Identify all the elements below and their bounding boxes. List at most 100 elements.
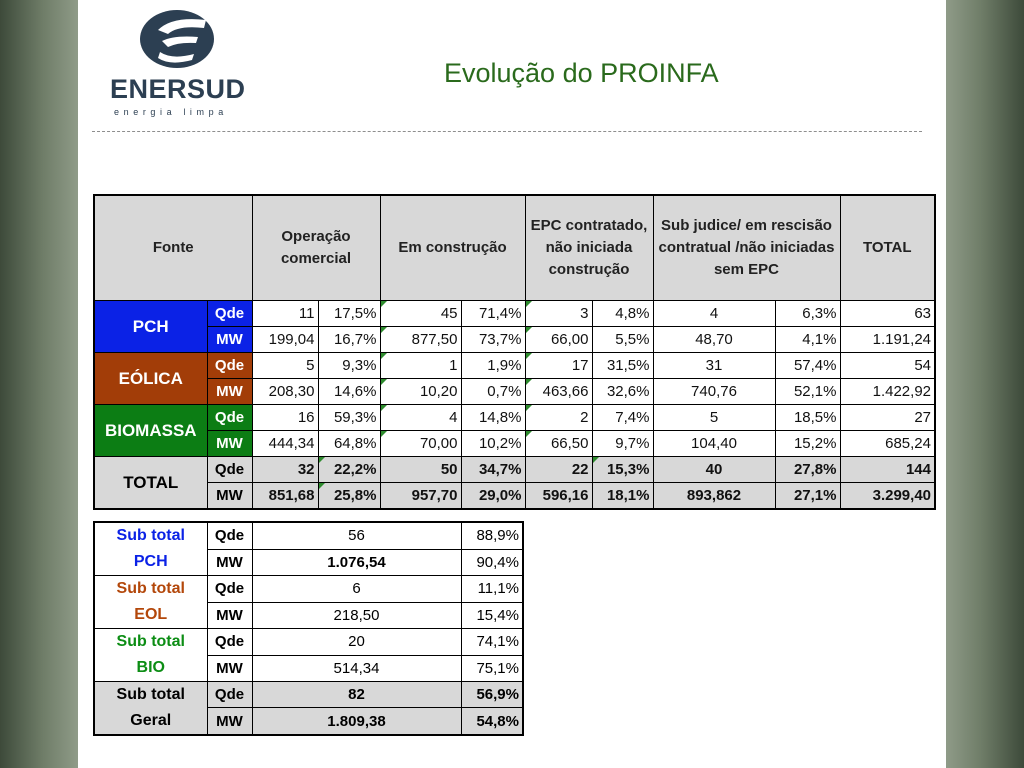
unit-mw: MW: [206, 548, 253, 576]
subtotal-label-bio: Sub total BIO: [93, 628, 208, 682]
cell: 1.191,24: [839, 326, 936, 353]
subtotal-label-line2: BIO: [136, 659, 165, 676]
subtotal-label-line1: Sub total: [116, 527, 185, 544]
table-row: MW 444,34 64,8% 70,00 10,2% 66,50 9,7% 1…: [94, 430, 936, 457]
cell: 70,00: [379, 430, 462, 457]
cell: 56: [251, 521, 462, 550]
unit-mw: MW: [206, 430, 253, 457]
unit-mw: MW: [206, 601, 253, 629]
subtotal-label-line1: Sub total: [116, 580, 185, 597]
source-label-eolica: EÓLICA: [93, 352, 208, 405]
cell: 514,34: [251, 654, 462, 682]
cell: 54,8%: [460, 707, 524, 736]
header-total: TOTAL: [839, 194, 936, 301]
cell: 17: [524, 352, 593, 379]
cell: 32,6%: [591, 378, 654, 405]
cell: 14,8%: [460, 404, 526, 431]
cell: 56,9%: [460, 680, 524, 709]
unit-qde: Qde: [206, 628, 253, 656]
cell: 5: [251, 352, 319, 379]
unit-mw: MW: [206, 482, 253, 510]
unit-qde: Qde: [206, 680, 253, 709]
subtotal-label-pch: Sub total PCH: [93, 521, 208, 576]
cell: 64,8%: [317, 430, 381, 457]
enersud-logo: ENERSUD energia limpa: [108, 8, 248, 120]
source-label-total: TOTAL: [93, 456, 208, 510]
subtotal-label-line1: Sub total: [116, 633, 185, 650]
cell: 66,00: [524, 326, 593, 353]
enersud-swoosh-icon: [140, 10, 214, 68]
cell: 3.299,40: [839, 482, 936, 510]
cell: 851,68: [251, 482, 319, 510]
cell: 34,7%: [460, 456, 526, 483]
cell: 22,2%: [317, 456, 381, 483]
cell: 4,1%: [774, 326, 841, 353]
cell: 17,5%: [317, 300, 381, 327]
unit-qde: Qde: [206, 300, 253, 327]
cell: 11,1%: [460, 575, 524, 603]
cell: 29,0%: [460, 482, 526, 510]
table-row: EÓLICA Qde 5 9,3% 1 1,9% 17 31,5% 31 57,…: [93, 352, 936, 405]
cell: 5: [652, 404, 776, 431]
header-fonte: Fonte: [93, 194, 253, 301]
cell: 104,40: [652, 430, 776, 457]
cell: 82: [251, 680, 462, 709]
cell: 90,4%: [460, 548, 524, 576]
unit-qde: Qde: [206, 352, 253, 379]
cell: 0,7%: [460, 378, 526, 405]
cell: 596,16: [524, 482, 593, 510]
cell: 4: [379, 404, 462, 431]
cell: 740,76: [652, 378, 776, 405]
logo-tagline: energia limpa: [114, 107, 228, 117]
cell: 18,5%: [774, 404, 841, 431]
cell: 32: [251, 456, 319, 483]
cell: 7,4%: [591, 404, 654, 431]
cell: 20: [251, 628, 462, 656]
cell: 444,34: [251, 430, 319, 457]
cell: 15,3%: [591, 456, 654, 483]
table-row: MW 218,50 15,4%: [94, 601, 524, 629]
table-row: MW 1.809,38 54,8%: [94, 707, 524, 736]
cell: 10,20: [379, 378, 462, 405]
unit-qde: Qde: [206, 456, 253, 483]
subtotal-label-eol: Sub total EOL: [93, 575, 208, 629]
cell: 4: [652, 300, 776, 327]
table-row: MW 199,04 16,7% 877,50 73,7% 66,00 5,5% …: [94, 326, 936, 353]
cell: 66,50: [524, 430, 593, 457]
table-row: MW 208,30 14,6% 10,20 0,7% 463,66 32,6% …: [94, 378, 936, 405]
cell: 9,3%: [317, 352, 381, 379]
table-row: TOTAL Qde 32 22,2% 50 34,7% 22 15,3% 40 …: [93, 456, 936, 510]
cell: 40: [652, 456, 776, 483]
cell: 31,5%: [591, 352, 654, 379]
cell: 1.809,38: [251, 707, 462, 736]
cell: 1.076,54: [251, 548, 462, 576]
subtotal-table: Sub total PCH Qde 56 88,9% MW 1.076,54 9…: [93, 521, 524, 736]
cell: 218,50: [251, 601, 462, 629]
unit-mw: MW: [206, 707, 253, 736]
subtotal-label-line2: PCH: [133, 553, 168, 570]
cell: 957,70: [379, 482, 462, 510]
table-row: Sub total EOL Qde 6 11,1%: [93, 575, 524, 629]
cell: 27: [839, 404, 936, 431]
cell: 2: [524, 404, 593, 431]
unit-mw: MW: [206, 326, 253, 353]
cell: 144: [839, 456, 936, 483]
subtotal-label-line2: EOL: [134, 606, 168, 623]
table-row: MW 1.076,54 90,4%: [94, 548, 524, 576]
cell: 463,66: [524, 378, 593, 405]
table-row: Sub total PCH Qde 56 88,9%: [93, 521, 524, 576]
cell: 22: [524, 456, 593, 483]
right-decorative-border: [946, 0, 1024, 768]
cell: 6,3%: [774, 300, 841, 327]
cell: 15,2%: [774, 430, 841, 457]
unit-qde: Qde: [206, 575, 253, 603]
cell: 877,50: [379, 326, 462, 353]
table-row: BIOMASSA Qde 16 59,3% 4 14,8% 2 7,4% 5 1…: [93, 404, 936, 457]
cell: 893,862: [652, 482, 776, 510]
cell: 685,24: [839, 430, 936, 457]
cell: 16,7%: [317, 326, 381, 353]
source-label-pch: PCH: [93, 300, 208, 353]
page-title: Evolução do PROINFA: [444, 58, 719, 88]
cell: 27,1%: [774, 482, 841, 510]
table-row: PCH Qde 11 17,5% 45 71,4% 3 4,8% 4 6,3% …: [93, 300, 936, 353]
